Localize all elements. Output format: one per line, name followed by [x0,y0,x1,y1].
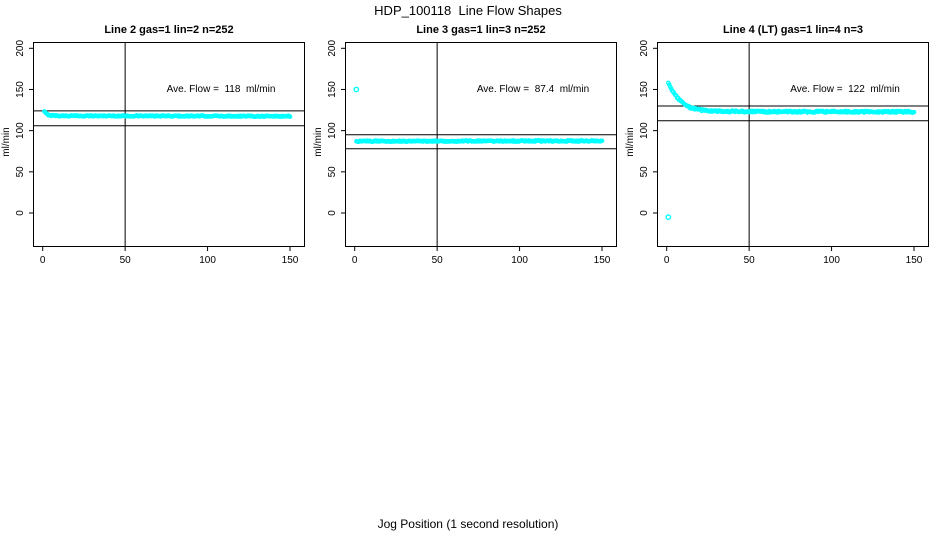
plot-box [657,42,929,247]
y-tick-label: 0 [15,210,26,216]
figure-title: HDP_100118 Line Flow Shapes [374,3,562,18]
plot-area-line-2: ml/min 0 50 100 150 200 0 50 100 150 [1,40,305,266]
ave-flow-annotation: Ave. Flow = 122 ml/min [790,84,900,95]
x-tick-label: 0 [664,255,670,266]
y-tick-label: 0 [327,210,338,216]
y-tick-label: 150 [15,81,26,98]
y-axis-unit-label: ml/min [625,127,636,156]
y-tick-label: 100 [639,122,650,139]
y-tick-label: 150 [639,81,650,98]
y-tick-label: 100 [15,122,26,139]
y-tick-label: 100 [327,122,338,139]
outlier-point [665,214,672,221]
x-tick-label: 150 [282,255,299,266]
y-tick-label: 0 [639,210,650,216]
plot-box [33,42,305,247]
x-axis-label: Jog Position (1 second resolution) [377,517,559,531]
x-tick-label: 50 [120,255,132,266]
data-point [599,138,605,144]
y-tick-label: 50 [327,166,338,178]
ave-flow-annotation: Ave. Flow = 87.4 ml/min [476,84,590,95]
x-tick-label: 0 [40,255,46,266]
data-point [911,109,917,115]
plot-area-line-4: ml/min 0 50 100 150 200 0 50 100 150 [625,40,929,266]
subplot-title-line-3: Line 3 gas=1 lin=3 n=252 [416,24,546,36]
x-tick-label: 100 [511,255,528,266]
ave-flow-annotation: Ave. Flow = 118 ml/min [166,84,276,95]
subplot-title-line-4: Line 4 (LT) gas=1 lin=4 n=3 [722,24,864,36]
y-tick-label: 50 [639,166,650,178]
y-tick-label: 200 [15,40,26,57]
y-axis-unit-label: ml/min [1,127,12,156]
x-tick-label: 0 [352,255,358,266]
x-tick-label: 150 [594,255,611,266]
y-tick-label: 200 [327,40,338,57]
subplot-title-line-2: Line 2 gas=1 lin=2 n=252 [104,24,234,36]
x-tick-label: 50 [432,255,444,266]
y-axis-unit-label: ml/min [313,127,324,156]
x-tick-label: 100 [823,255,840,266]
outlier-point [353,86,360,93]
plot-box [345,42,617,247]
y-tick-label: 50 [15,166,26,178]
y-tick-label: 200 [639,40,650,57]
x-tick-label: 100 [199,255,216,266]
x-tick-label: 150 [906,255,923,266]
x-tick-label: 50 [744,255,756,266]
y-tick-label: 150 [327,81,338,98]
plot-area-line-3: ml/min 0 50 100 150 200 0 50 100 150 [313,40,617,266]
data-point [287,114,293,119]
